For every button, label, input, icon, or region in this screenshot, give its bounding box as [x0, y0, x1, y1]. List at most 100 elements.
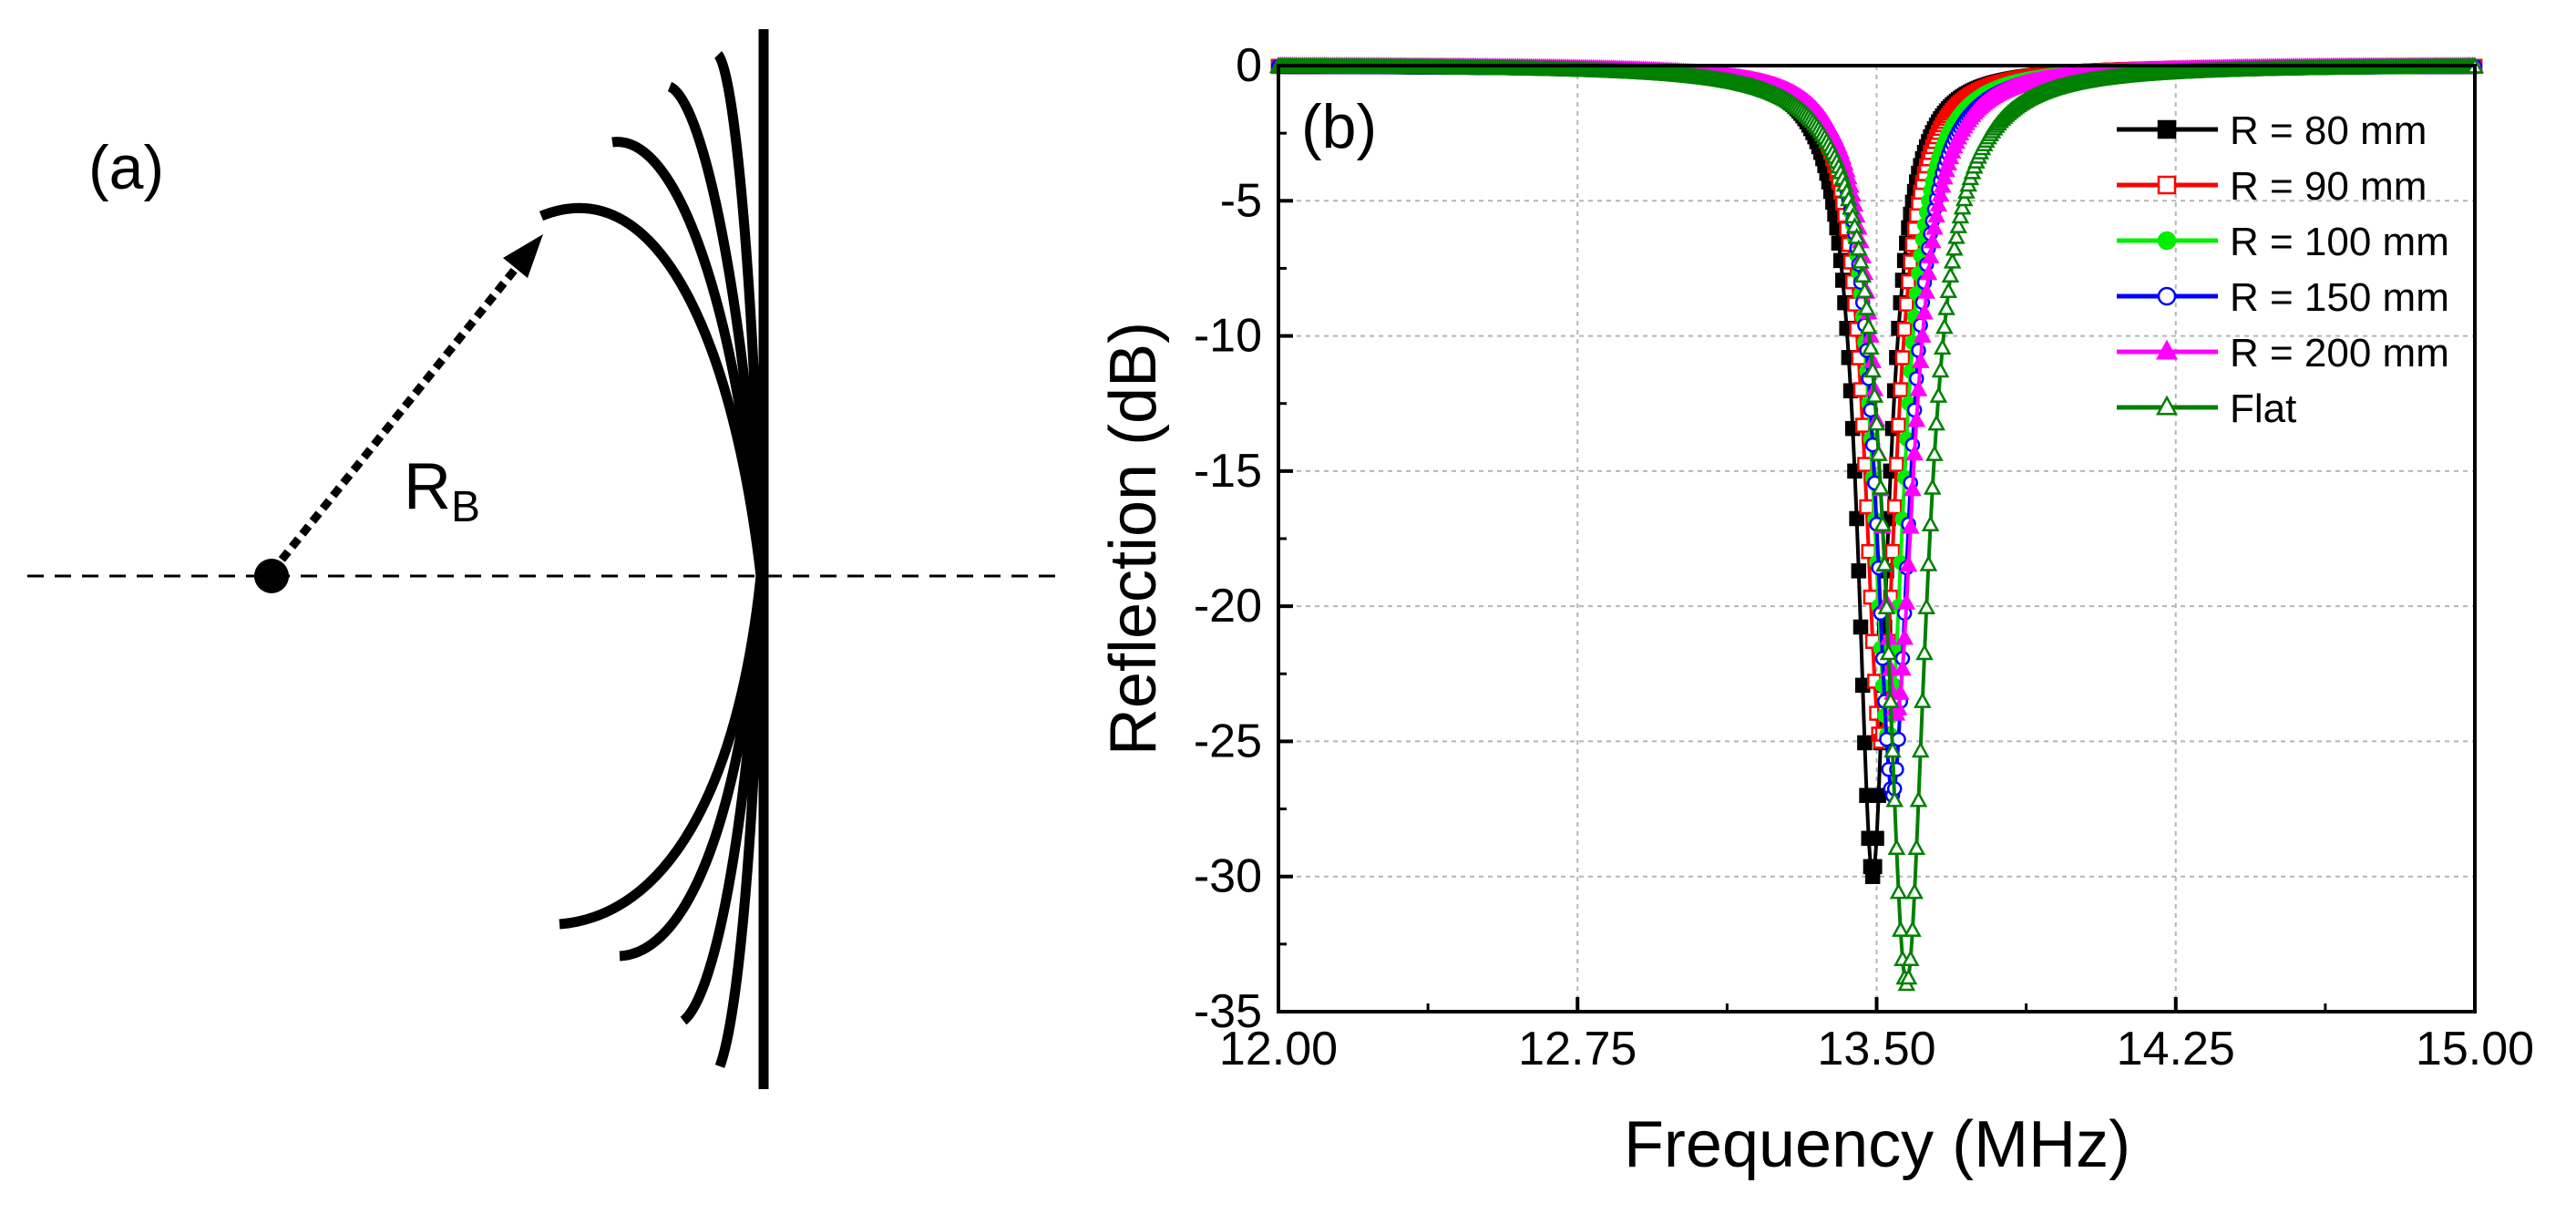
legend: R = 80 mm R = 90 mm R = 100 mm R = 150 mm R …: [2117, 108, 2449, 431]
data-point-marker: [1899, 296, 1914, 312]
data-point-marker: [1869, 445, 1888, 461]
data-point-marker: [1857, 735, 1873, 751]
data-point-marker: [1886, 499, 1903, 515]
data-point-marker: [1894, 659, 1912, 676]
legend-label: R = 90 mm: [2230, 164, 2427, 209]
data-point-marker: [1904, 479, 1922, 497]
data-point-marker: [1862, 338, 1880, 355]
radius-subscript: B: [451, 483, 480, 531]
data-point-marker: [1897, 592, 1916, 610]
y-tick-label: -15: [1194, 445, 1262, 498]
curved-surface-arc: [713, 51, 766, 577]
data-point-marker: [1927, 206, 1945, 223]
y-tick-label: -5: [1220, 174, 1262, 227]
data-point-marker: [1851, 563, 1867, 579]
data-point-marker: [1947, 227, 1965, 244]
legend-item: Flat: [2117, 386, 2296, 431]
data-point-marker: [1905, 882, 1924, 900]
radius-label: RB: [404, 450, 480, 531]
x-tick-label: 14.25: [2117, 1023, 2235, 1075]
data-point-marker: [1939, 282, 1958, 299]
data-point-marker: [1941, 266, 1960, 283]
data-point-marker: [1891, 417, 1906, 433]
data-point-marker: [1935, 317, 1954, 334]
data-point-marker: [1847, 227, 1866, 244]
panel-a: (a) RB: [27, 29, 1062, 1089]
data-point-marker: [1855, 282, 1874, 299]
data-point-marker: [1875, 554, 1894, 571]
curved-surfaces: [539, 51, 766, 1068]
y-tick-label: -10: [1194, 310, 1262, 363]
x-tick-label: 13.50: [1817, 1023, 1935, 1075]
x-axis-title: Frequency (MHz): [1624, 1108, 2130, 1181]
legend-item: R = 80 mm: [2117, 108, 2427, 153]
data-point-marker: [1849, 239, 1868, 256]
data-point-marker: [1951, 207, 1970, 224]
data-point-marker: [1867, 414, 1886, 431]
data-point-marker: [1914, 692, 1932, 708]
data-point-marker: [1955, 190, 1974, 207]
data-point-marker: [1893, 382, 1909, 397]
data-point-marker: [2157, 119, 2177, 139]
data-point-marker: [1915, 303, 1934, 320]
data-point-marker: [1949, 217, 1968, 233]
data-point-marker: [2157, 231, 2177, 251]
radius-arrow-line: [268, 254, 529, 575]
data-point-marker: [2155, 339, 2179, 360]
legend-label: Flat: [2230, 386, 2296, 431]
data-point-marker: [1853, 266, 1872, 283]
panel-a-label: (a): [88, 133, 164, 202]
data-point-marker: [1914, 325, 1932, 343]
panel-b-label: (b): [1301, 92, 1377, 161]
data-point-marker: [1859, 499, 1874, 515]
data-point-marker: [1911, 352, 1930, 368]
axis-ticks: 12.00 12.75 13.50 14.25 15.00 0 -5 -10 -15 -20 -25…: [1194, 39, 2534, 1075]
data-point-marker: [1872, 478, 1890, 495]
data-point-marker: [2157, 175, 2177, 195]
data-point-marker: [1871, 787, 1886, 803]
data-point-marker: [1953, 198, 1972, 215]
data-point-marker: [1895, 628, 1914, 645]
data-point-marker: [1901, 273, 1916, 290]
data-point-marker: [1923, 231, 1942, 249]
data-point-marker: [1927, 414, 1945, 431]
data-point-marker: [1885, 790, 1904, 808]
data-point-marker: [1882, 692, 1900, 708]
legend-item: R = 90 mm: [2117, 164, 2427, 209]
legend-label: R = 150 mm: [2230, 275, 2449, 320]
data-point-marker: [1905, 444, 1924, 461]
legend-label: R = 80 mm: [2230, 108, 2427, 153]
data-point-marker: [1933, 338, 1952, 355]
data-point-marker: [1865, 386, 1884, 403]
panel-b-chart: 12.00 12.75 13.50 14.25 15.00 0 -5 -10 -15 -20 -25…: [1097, 39, 2534, 1181]
y-tick-label: -35: [1194, 985, 1262, 1038]
legend-label: R = 100 mm: [2230, 220, 2449, 264]
radius-symbol: R: [404, 450, 451, 523]
data-point-marker: [1891, 684, 1910, 700]
x-tick-label: 12.75: [1518, 1023, 1637, 1075]
data-point-marker: [2157, 286, 2177, 306]
legend-item: R = 100 mm: [2117, 220, 2449, 264]
data-point-marker: [1931, 361, 1950, 378]
data-point-marker: [1925, 218, 1944, 235]
data-point-marker: [1863, 361, 1882, 378]
x-tick-label: 15.00: [2416, 1023, 2534, 1075]
data-point-marker: [1889, 882, 1908, 900]
data-point-marker: [1929, 386, 1948, 403]
data-point-marker: [1933, 176, 1952, 193]
data-point-marker: [1899, 968, 1918, 985]
legend-item: R = 150 mm: [2117, 275, 2449, 320]
data-point-marker: [1884, 543, 1901, 560]
data-point-marker: [1943, 252, 1962, 269]
y-tick-label: -20: [1194, 580, 1262, 633]
data-point-marker: [1925, 445, 1944, 461]
data-point-marker: [1921, 515, 1940, 532]
data-point-marker: [1907, 410, 1926, 427]
curved-surface-arc: [714, 575, 766, 1068]
legend-label: R = 200 mm: [2230, 331, 2449, 376]
data-point-marker: [1857, 457, 1873, 472]
data-point-marker: [1869, 830, 1884, 847]
data-point-marker: [1896, 322, 1913, 337]
x-tick-label: 12.00: [1219, 1023, 1338, 1075]
